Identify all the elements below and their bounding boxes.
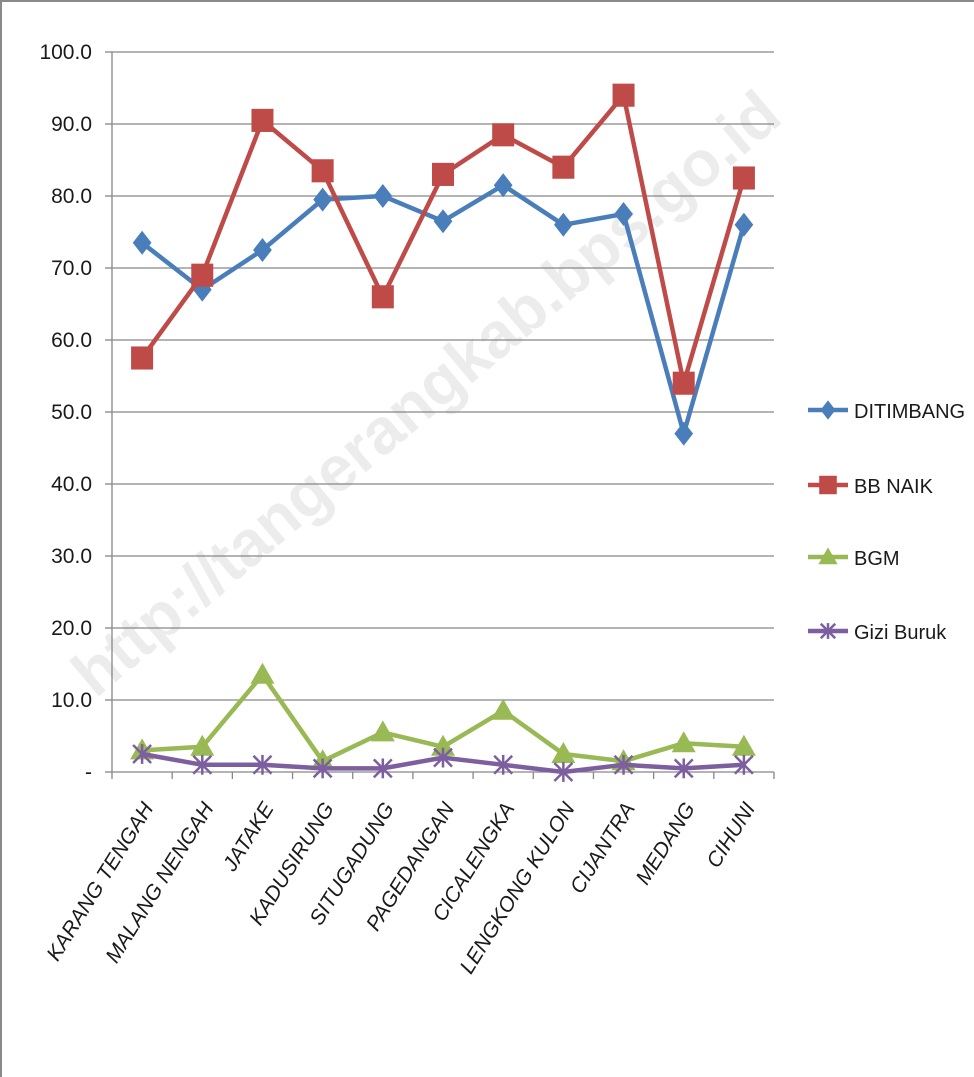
data-point xyxy=(819,475,837,495)
data-point xyxy=(370,720,395,742)
data-point xyxy=(191,263,214,287)
data-point xyxy=(251,108,274,132)
data-point xyxy=(734,754,754,775)
data-point xyxy=(818,547,838,565)
y-tick-label: 30.0 xyxy=(51,545,92,568)
data-point xyxy=(371,285,394,309)
data-point xyxy=(493,173,513,198)
data-point xyxy=(372,758,393,779)
data-point xyxy=(734,212,754,237)
x-tick-label: MEDANG xyxy=(632,798,700,888)
data-point xyxy=(250,662,275,684)
x-tick-label: JATAKE xyxy=(218,798,279,877)
data-point xyxy=(252,754,273,775)
data-point xyxy=(553,762,574,782)
legend-item: DITIMBANG xyxy=(808,400,965,423)
data-point xyxy=(493,754,514,775)
data-point xyxy=(672,371,695,395)
data-point xyxy=(731,734,756,756)
y-tick-label: 80.0 xyxy=(51,185,92,208)
data-point xyxy=(131,346,154,370)
y-tick-label: 10.0 xyxy=(51,689,92,712)
series-group xyxy=(130,83,756,782)
data-point xyxy=(820,400,836,420)
x-tick-label: LENGKONG KULON xyxy=(456,798,580,978)
data-point xyxy=(253,238,272,262)
legend-label: Gizi Buruk xyxy=(854,622,947,644)
data-point xyxy=(492,123,515,147)
x-tick-label: KARANG TENGAH xyxy=(42,798,158,965)
data-point xyxy=(132,230,152,255)
y-tick-label: 20.0 xyxy=(51,617,92,640)
data-point xyxy=(674,421,694,446)
y-tick-label: 70.0 xyxy=(51,257,92,280)
x-tick-label: MALANG NENGAH xyxy=(101,798,219,967)
data-point xyxy=(312,758,333,779)
legend: DITIMBANG BB NAIK BGM Gizi Buruk xyxy=(808,400,965,644)
data-point xyxy=(491,698,516,720)
y-tick-label: - xyxy=(85,761,92,784)
legend-label: DITIMBANG xyxy=(854,401,965,423)
y-tick-label: 60.0 xyxy=(51,329,92,352)
data-point xyxy=(819,622,837,640)
series-bb-naik xyxy=(131,83,755,395)
data-point xyxy=(311,159,334,183)
data-point xyxy=(373,184,393,208)
data-point xyxy=(613,754,634,775)
data-point xyxy=(554,212,573,237)
legend-item: BGM xyxy=(808,547,900,570)
y-axis: - 10.0 20.0 30.0 40.0 50.0 60.0 70.0 80.0 90.0 100… xyxy=(39,41,113,784)
data-point xyxy=(671,731,696,753)
legend-label: BGM xyxy=(854,548,900,570)
data-point xyxy=(614,202,633,226)
data-point xyxy=(192,277,212,302)
data-point xyxy=(432,162,454,186)
data-point xyxy=(190,734,215,756)
data-point xyxy=(552,155,575,179)
data-point xyxy=(132,744,152,764)
y-tick-label: 100.0 xyxy=(39,41,92,64)
gridlines xyxy=(112,51,774,701)
y-tick-label: 90.0 xyxy=(51,113,92,136)
data-point xyxy=(313,187,332,212)
data-point xyxy=(433,747,453,768)
x-tick-label: CIHUNI xyxy=(702,798,760,872)
data-point xyxy=(732,166,755,190)
data-point xyxy=(551,742,576,763)
data-point xyxy=(612,83,635,107)
legend-item: BB NAIK xyxy=(808,475,934,498)
series-ditimbang xyxy=(132,173,754,446)
series-gizi-buruk xyxy=(132,744,754,782)
legend-item: Gizi Buruk xyxy=(808,622,947,644)
data-point xyxy=(433,209,453,234)
legend-label: BB NAIK xyxy=(854,476,934,498)
y-tick-label: 40.0 xyxy=(51,473,92,496)
y-tick-label: 50.0 xyxy=(51,401,92,424)
data-point xyxy=(192,754,213,775)
data-point xyxy=(673,758,694,779)
